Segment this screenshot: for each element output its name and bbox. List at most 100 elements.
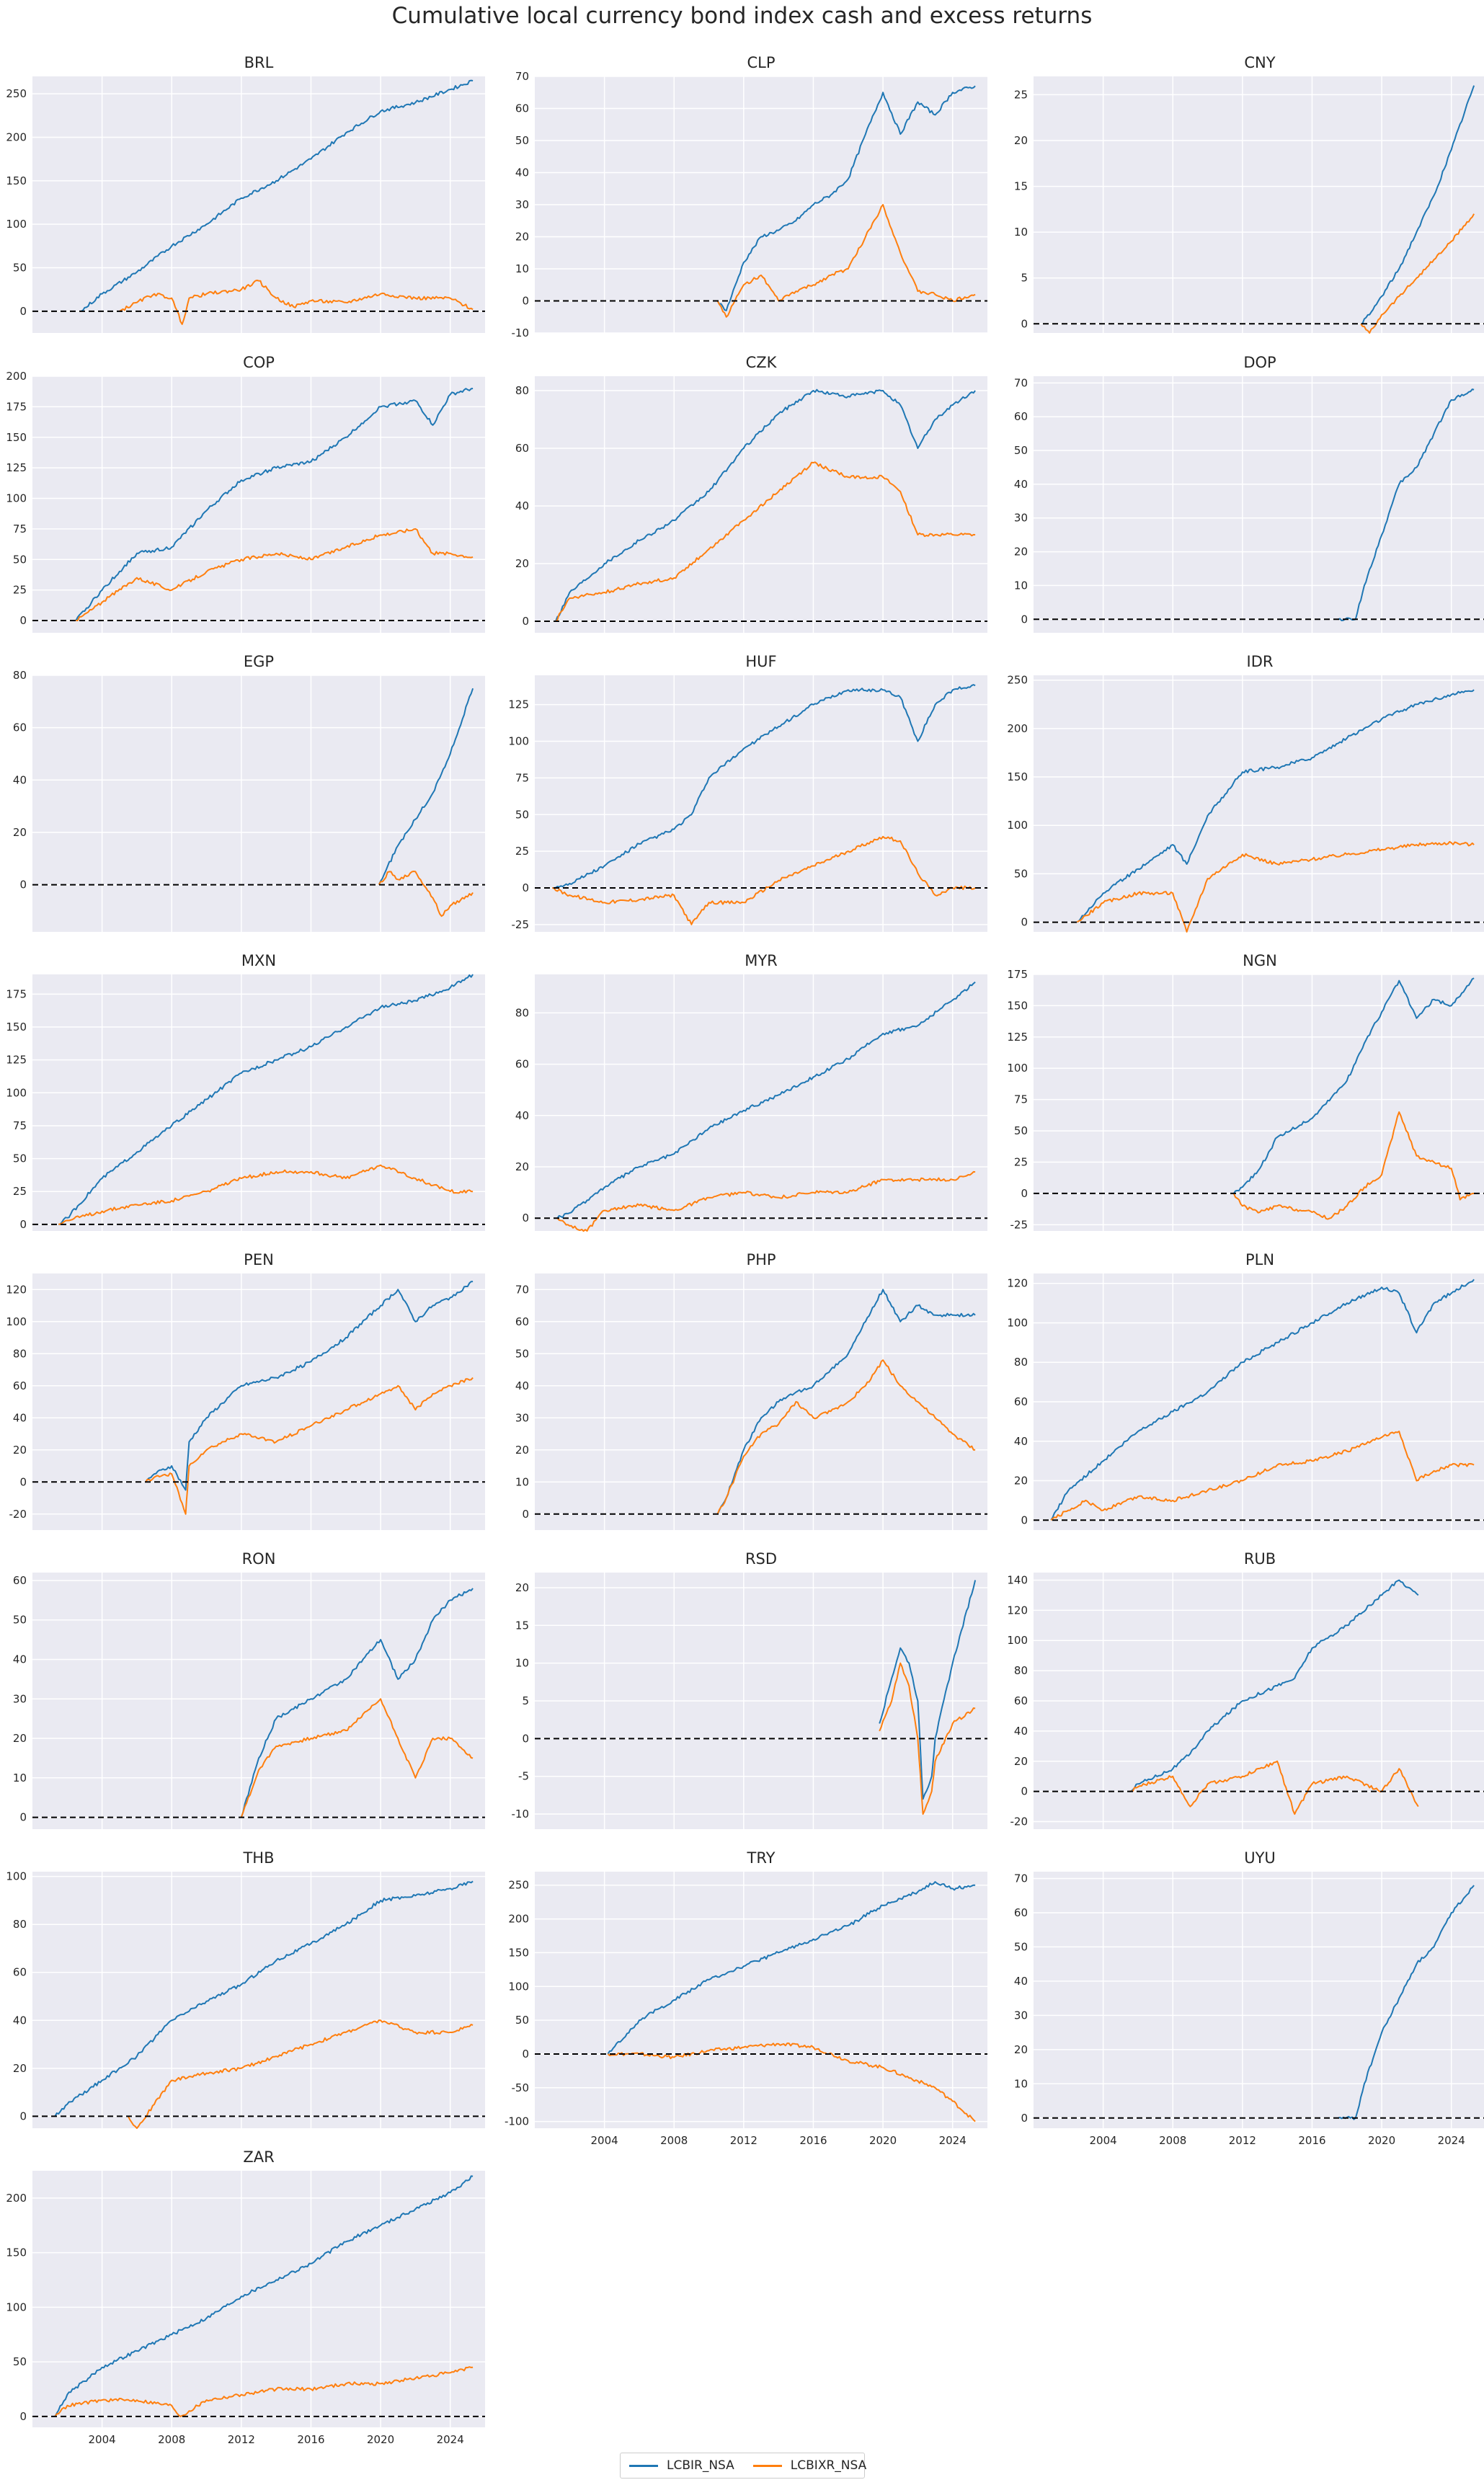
y-tick-label-myr-20: 20 bbox=[515, 1160, 529, 1173]
series-line-dop-lcbir_nsa bbox=[1338, 388, 1475, 621]
y-tick-label-rsd-20: 20 bbox=[515, 1581, 529, 1594]
y-tick-label-czk-20: 20 bbox=[515, 557, 529, 570]
y-tick-label-zar-150: 150 bbox=[6, 2246, 27, 2259]
x-tick-label-uyu-2012: 2012 bbox=[1229, 2134, 1256, 2147]
y-tick-label-rsd--10: -10 bbox=[512, 1808, 530, 1821]
series-line-idr-lcbixr_nsa bbox=[1076, 840, 1475, 933]
series-line-huf-lcbir_nsa bbox=[552, 684, 976, 889]
y-tick-label-thb-100: 100 bbox=[6, 1870, 27, 1883]
y-tick-label-rub-0: 0 bbox=[1021, 1785, 1028, 1798]
y-tick-label-php-50: 50 bbox=[515, 1347, 529, 1360]
y-tick-label-pen-80: 80 bbox=[13, 1347, 27, 1360]
series-line-brl-lcbixr_nsa bbox=[119, 280, 474, 325]
x-tick-label-try-2012: 2012 bbox=[730, 2134, 757, 2147]
y-tick-label-ngn-50: 50 bbox=[1014, 1124, 1028, 1137]
series-line-zar-lcbir_nsa bbox=[54, 2175, 474, 2417]
y-tick-label-pln-20: 20 bbox=[1014, 1475, 1028, 1488]
y-tick-label-mxn-175: 175 bbox=[6, 987, 27, 1000]
y-tick-label-php-40: 40 bbox=[515, 1379, 529, 1392]
y-tick-label-cny-25: 25 bbox=[1014, 88, 1028, 101]
y-tick-label-ngn-175: 175 bbox=[1007, 968, 1028, 981]
series-line-myr-lcbir_nsa bbox=[556, 981, 976, 1219]
y-tick-label-cop-125: 125 bbox=[6, 461, 27, 474]
x-tick-label-uyu-2024: 2024 bbox=[1438, 2134, 1465, 2147]
y-tick-label-uyu-0: 0 bbox=[1021, 2112, 1028, 2125]
y-tick-label-myr-80: 80 bbox=[515, 1006, 529, 1019]
y-tick-label-huf-25: 25 bbox=[515, 845, 529, 858]
y-tick-label-czk-60: 60 bbox=[515, 442, 529, 455]
y-tick-label-pen-60: 60 bbox=[13, 1379, 27, 1392]
y-tick-label-cop-200: 200 bbox=[6, 370, 27, 383]
y-tick-label-clp-0: 0 bbox=[522, 295, 529, 308]
series-line-ron-lcbir_nsa bbox=[240, 1588, 474, 1818]
y-tick-label-dop-20: 20 bbox=[1014, 546, 1028, 559]
subplot-title-thb: THB bbox=[242, 1849, 274, 1867]
y-tick-label-uyu-10: 10 bbox=[1014, 2077, 1028, 2090]
y-tick-label-php-70: 70 bbox=[515, 1283, 529, 1296]
y-tick-label-ron-50: 50 bbox=[13, 1614, 27, 1627]
y-tick-label-zar-100: 100 bbox=[6, 2300, 27, 2313]
y-tick-label-huf-125: 125 bbox=[508, 698, 529, 711]
series-line-pen-lcbir_nsa bbox=[145, 1281, 474, 1491]
y-tick-label-idr-250: 250 bbox=[1007, 674, 1028, 687]
plot-area-thb bbox=[32, 1872, 485, 2128]
series-line-thb-lcbir_nsa bbox=[54, 1880, 474, 2117]
y-tick-label-try-200: 200 bbox=[508, 1913, 529, 1926]
y-tick-label-rsd-10: 10 bbox=[515, 1657, 529, 1670]
plot-area-huf bbox=[535, 675, 987, 932]
y-tick-label-try-50: 50 bbox=[515, 2014, 529, 2027]
y-tick-label-clp--10: -10 bbox=[512, 326, 530, 339]
y-tick-label-cop-0: 0 bbox=[19, 614, 27, 627]
y-tick-label-brl-250: 250 bbox=[6, 87, 27, 100]
y-tick-label-brl-50: 50 bbox=[13, 261, 27, 274]
subplot-title-dop: DOP bbox=[1243, 354, 1276, 371]
x-tick-label-try-2024: 2024 bbox=[939, 2134, 967, 2147]
x-tick-label-uyu-2004: 2004 bbox=[1090, 2134, 1117, 2147]
legend-label-lcbir: LCBIR_NSA bbox=[667, 2458, 734, 2473]
y-tick-label-mxn-100: 100 bbox=[6, 1086, 27, 1099]
legend: LCBIR_NSA LCBIXR_NSA bbox=[620, 2453, 866, 2479]
y-tick-label-pln-120: 120 bbox=[1007, 1277, 1028, 1290]
y-tick-label-thb-20: 20 bbox=[13, 2062, 27, 2075]
y-tick-label-pen--20: -20 bbox=[9, 1508, 27, 1521]
y-tick-label-brl-200: 200 bbox=[6, 130, 27, 143]
y-tick-label-ron-60: 60 bbox=[13, 1574, 27, 1587]
y-tick-label-mxn-50: 50 bbox=[13, 1152, 27, 1165]
x-tick-label-zar-2004: 2004 bbox=[89, 2433, 116, 2446]
y-tick-label-idr-150: 150 bbox=[1007, 770, 1028, 783]
y-tick-label-dop-30: 30 bbox=[1014, 512, 1028, 525]
series-line-clp-lcbixr_nsa bbox=[716, 204, 976, 318]
subplot-title-mxn: MXN bbox=[241, 952, 276, 969]
subplot-title-rsd: RSD bbox=[745, 1550, 777, 1568]
series-line-egp-lcbixr_nsa bbox=[378, 871, 474, 917]
y-tick-label-idr-100: 100 bbox=[1007, 819, 1028, 832]
y-tick-label-cop-100: 100 bbox=[6, 492, 27, 505]
series-line-czk-lcbir_nsa bbox=[555, 388, 976, 622]
y-tick-label-clp-50: 50 bbox=[515, 134, 529, 147]
series-line-uyu-lcbir_nsa bbox=[1338, 1885, 1475, 2120]
y-tick-label-egp-60: 60 bbox=[13, 721, 27, 734]
y-tick-label-mxn-0: 0 bbox=[19, 1218, 27, 1231]
series-line-pln-lcbixr_nsa bbox=[1050, 1431, 1475, 1521]
series-line-clp-lcbir_nsa bbox=[716, 85, 976, 311]
series-line-php-lcbir_nsa bbox=[716, 1289, 976, 1515]
y-tick-label-php-10: 10 bbox=[515, 1475, 529, 1488]
y-tick-label-rub-40: 40 bbox=[1014, 1725, 1028, 1738]
y-tick-label-dop-70: 70 bbox=[1014, 376, 1028, 389]
y-tick-label-php-60: 60 bbox=[515, 1315, 529, 1328]
x-tick-label-try-2004: 2004 bbox=[591, 2134, 618, 2147]
series-line-rsd-lcbir_nsa bbox=[879, 1580, 977, 1800]
y-tick-label-cny-20: 20 bbox=[1014, 134, 1028, 147]
y-tick-label-rub--20: -20 bbox=[1010, 1815, 1028, 1828]
y-tick-label-zar-0: 0 bbox=[19, 2410, 27, 2423]
y-tick-label-cop-50: 50 bbox=[13, 553, 27, 566]
legend-item-lcbixr: LCBIXR_NSA bbox=[752, 2458, 866, 2473]
y-tick-label-ron-10: 10 bbox=[13, 1771, 27, 1784]
plot-area-cny bbox=[1034, 76, 1484, 333]
y-tick-label-huf-75: 75 bbox=[515, 771, 529, 784]
subplot-title-egp: EGP bbox=[244, 653, 274, 670]
x-tick-label-zar-2024: 2024 bbox=[437, 2433, 464, 2446]
y-tick-label-zar-200: 200 bbox=[6, 2192, 27, 2205]
y-tick-label-pln-100: 100 bbox=[1007, 1316, 1028, 1329]
subplot-title-huf: HUF bbox=[745, 653, 776, 670]
